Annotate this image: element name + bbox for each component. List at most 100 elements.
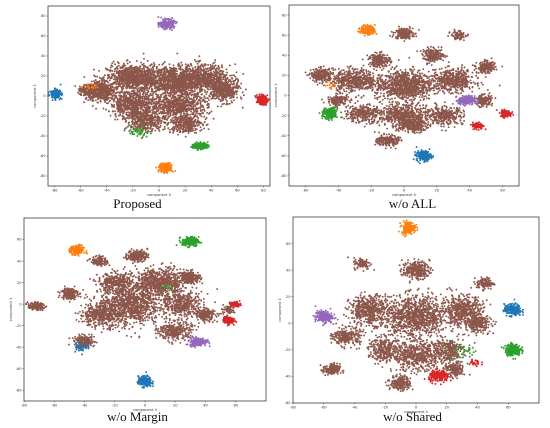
data-point [91, 104, 94, 107]
data-point [117, 99, 120, 102]
data-point [127, 91, 130, 94]
data-point [83, 76, 86, 78]
data-point [152, 96, 154, 99]
data-point [173, 101, 176, 104]
data-point [101, 89, 104, 92]
data-point [161, 112, 164, 114]
data-point [200, 105, 203, 108]
data-point [150, 63, 153, 66]
data-point [162, 62, 165, 65]
data-point [110, 75, 113, 78]
data-point [117, 72, 120, 75]
data-point [154, 105, 156, 108]
data-point [125, 73, 128, 76]
data-point [130, 93, 133, 96]
data-point [166, 91, 169, 94]
data-point [185, 110, 187, 113]
data-point [153, 107, 156, 110]
data-point [117, 101, 120, 104]
data-point [124, 67, 127, 70]
data-point [124, 95, 127, 98]
data-point [127, 73, 130, 76]
data-point [228, 93, 230, 96]
data-point [167, 113, 169, 116]
data-point [136, 75, 139, 78]
data-point [197, 83, 200, 86]
data-point [176, 104, 179, 107]
data-point [128, 91, 131, 94]
data-point [239, 96, 242, 99]
data-point [147, 74, 150, 77]
data-point [146, 59, 149, 62]
data-point [203, 71, 206, 74]
data-point [121, 66, 124, 69]
data-point [87, 99, 90, 102]
data-point [224, 87, 227, 90]
data-point [112, 100, 115, 103]
data-point [182, 109, 184, 112]
data-point [121, 99, 124, 102]
data-point [102, 78, 105, 81]
data-point [111, 104, 114, 107]
data-point [177, 102, 180, 105]
data-point [210, 110, 213, 113]
data-point [93, 74, 96, 77]
data-point [213, 61, 216, 64]
data-point [107, 81, 110, 84]
data-point [160, 74, 163, 77]
data-point [105, 108, 108, 111]
data-point [105, 68, 108, 71]
data-point [117, 75, 120, 78]
data-point [144, 92, 147, 95]
data-point [188, 109, 191, 112]
data-point [188, 81, 191, 84]
data-point [230, 96, 233, 99]
data-point [110, 92, 113, 95]
data-point [179, 65, 182, 68]
data-point [142, 65, 145, 68]
data-point [153, 61, 155, 64]
data-point [182, 87, 185, 89]
data-point [141, 67, 144, 70]
data-point [193, 84, 196, 87]
data-point [163, 80, 166, 83]
data-point [200, 86, 203, 89]
data-point [138, 68, 141, 71]
data-point [141, 97, 144, 100]
data-point [191, 73, 194, 76]
data-point [161, 105, 164, 108]
data-point [226, 82, 229, 85]
data-point [117, 110, 120, 113]
data-point [155, 80, 158, 83]
data-point [89, 99, 92, 101]
data-point [127, 111, 130, 114]
data-point [144, 78, 146, 80]
data-point [98, 87, 101, 90]
data-point [165, 86, 168, 89]
data-point [187, 63, 190, 66]
data-point [207, 63, 210, 66]
data-point [211, 90, 214, 93]
data-point [140, 74, 143, 77]
data-point [163, 60, 166, 63]
data-point [180, 80, 182, 82]
data-point [173, 68, 176, 71]
data-point [149, 92, 152, 95]
data-point [183, 92, 186, 94]
data-point [127, 101, 130, 103]
data-point [218, 73, 221, 76]
data-point [152, 92, 155, 95]
data-point [149, 77, 152, 80]
data-point [152, 81, 154, 84]
data-point [99, 84, 102, 87]
data-point [194, 68, 197, 71]
data-point [163, 95, 166, 98]
x-tick-label: 0 [158, 189, 161, 193]
x-tick-label: 60 [235, 189, 240, 193]
data-point [225, 91, 228, 94]
data-point [207, 69, 210, 72]
data-point [167, 88, 170, 91]
data-point [201, 69, 204, 72]
data-point [130, 64, 133, 67]
data-point [117, 83, 120, 85]
